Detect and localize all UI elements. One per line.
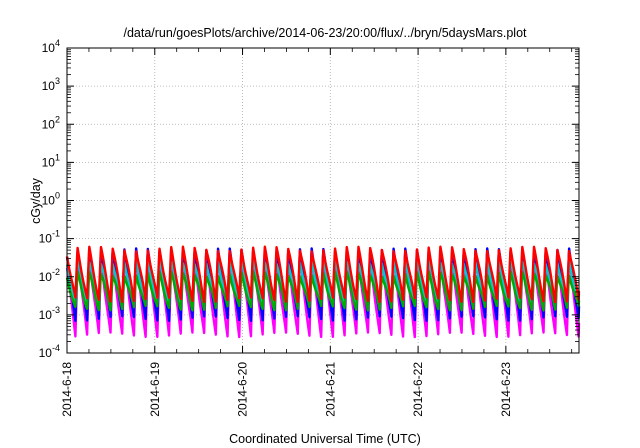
y-tick-label: 10-3: [39, 305, 60, 322]
y-tick-label: 102: [42, 114, 60, 131]
y-tick-exponent: 1: [55, 152, 60, 162]
y-tick-label: 10-1: [39, 229, 60, 246]
x-tick-label: 2014-6-20: [236, 362, 250, 417]
y-tick-base: 10: [39, 346, 53, 360]
y-tick-exponent: 2: [55, 114, 60, 124]
y-tick-base: 10: [42, 155, 56, 169]
y-tick-base: 10: [39, 232, 53, 246]
y-tick-exponent: 4: [55, 38, 60, 48]
y-tick-label: 101: [42, 152, 60, 169]
y-tick-base: 10: [39, 270, 53, 284]
chart-title: /data/run/goesPlots/archive/2014-06-23/2…: [123, 26, 527, 40]
y-tick-exponent: -1: [52, 229, 60, 239]
y-tick-label: 104: [42, 38, 60, 55]
x-axis-label: Coordinated Universal Time (UTC): [229, 432, 421, 446]
y-tick-label: 10-4: [39, 343, 60, 360]
y-tick-exponent: -4: [52, 343, 60, 353]
y-tick-exponent: 0: [55, 191, 60, 201]
y-axis-label: cGy/day: [29, 177, 43, 224]
y-tick-exponent: -3: [52, 305, 60, 315]
x-tick-label: 2014-6-18: [60, 362, 74, 417]
y-tick-exponent: -2: [52, 267, 60, 277]
x-tick-label: 2014-6-19: [148, 362, 162, 417]
x-tick-label: 2014-6-23: [499, 362, 513, 417]
y-tick-base: 10: [42, 79, 56, 93]
y-tick-base: 10: [39, 308, 53, 322]
y-tick-label: 100: [42, 191, 60, 208]
x-axis: 2014-6-18 2014-6-19 2014-6-20 2014-6-21 2014…: [60, 48, 573, 417]
y-tick-label: 10-2: [39, 267, 60, 284]
y-tick-base: 10: [42, 41, 56, 55]
y-tick-exponent: 3: [55, 76, 60, 86]
y-tick-base: 10: [42, 194, 56, 208]
y-tick-base: 10: [42, 117, 56, 131]
series-line-4: [65, 245, 581, 304]
x-tick-label: 2014-6-21: [323, 362, 337, 417]
x-tick-label: 2014-6-22: [411, 362, 425, 417]
data-series: [65, 245, 581, 339]
y-tick-label: 103: [42, 76, 60, 93]
